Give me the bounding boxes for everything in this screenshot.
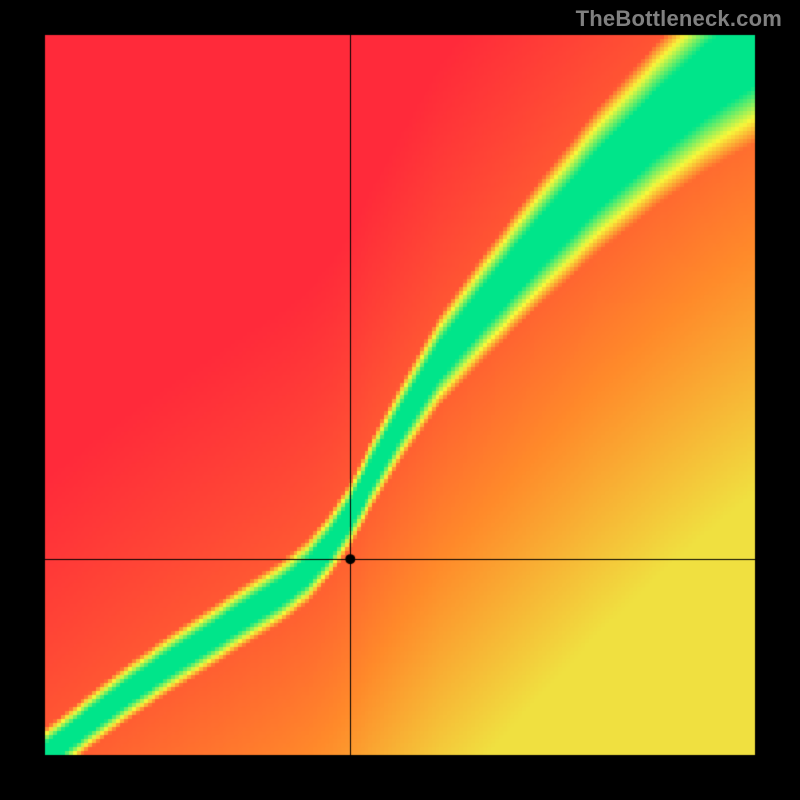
chart-container: TheBottleneck.com [0,0,800,800]
heatmap-canvas [0,0,800,800]
watermark-text: TheBottleneck.com [576,6,782,32]
